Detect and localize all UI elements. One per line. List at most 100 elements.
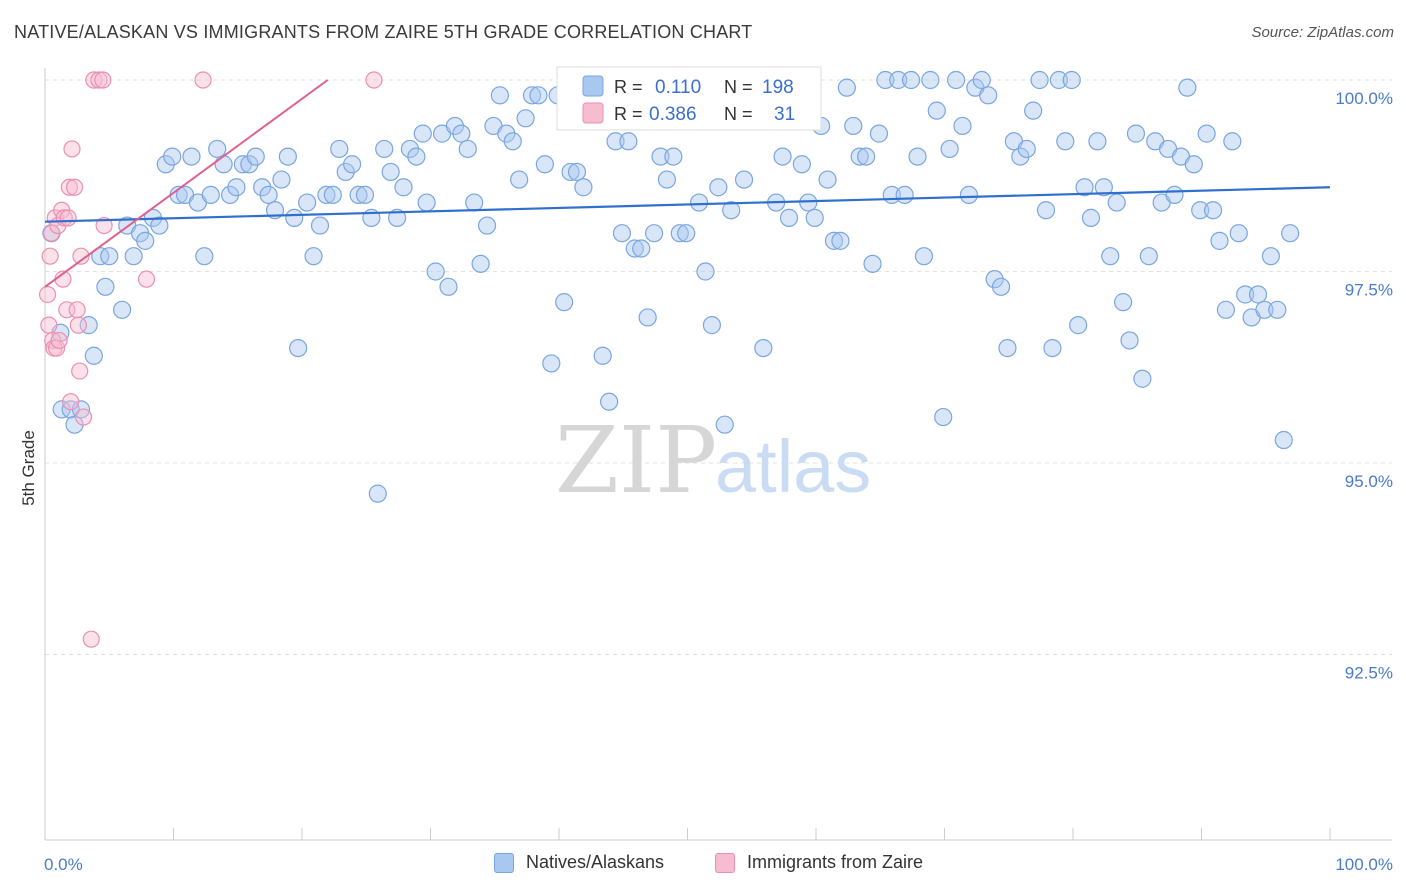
data-point-natives <box>625 239 644 258</box>
data-point-zaire <box>60 178 79 196</box>
data-point-natives <box>754 339 773 358</box>
data-point-natives <box>998 339 1017 358</box>
data-point-natives <box>779 208 799 227</box>
data-point-natives <box>696 262 715 281</box>
r-value-1: 0.110 <box>655 77 701 98</box>
data-point-natives <box>895 185 914 204</box>
data-point-natives <box>227 178 246 197</box>
data-point-natives <box>246 147 265 166</box>
data-point-natives <box>619 132 638 151</box>
data-point-natives <box>953 116 972 136</box>
data-point-natives <box>1075 178 1094 197</box>
data-point-natives <box>850 147 869 166</box>
data-point-natives <box>529 86 548 105</box>
legend-label-zaire: Immigrants from Zaire <box>747 852 924 872</box>
data-point-natives <box>150 216 169 235</box>
trend-line-natives <box>44 186 1331 223</box>
data-point-zaire <box>365 71 383 89</box>
data-point-zaire <box>62 393 80 411</box>
data-point-natives <box>387 208 407 227</box>
data-point-natives <box>934 407 953 427</box>
data-point-natives <box>1191 201 1210 220</box>
data-point-natives <box>1024 101 1043 120</box>
data-point-natives <box>805 208 824 227</box>
r-value-2: 0.386 <box>649 104 697 125</box>
data-point-natives <box>310 216 330 235</box>
data-point-natives <box>1216 300 1236 319</box>
data-point-natives <box>381 162 400 182</box>
data-point-zaire <box>194 71 212 89</box>
data-point-natives <box>259 185 278 204</box>
data-point-natives <box>1165 185 1184 204</box>
data-point-natives <box>343 155 362 174</box>
data-point-natives <box>214 155 233 174</box>
data-point-natives <box>600 392 619 411</box>
data-point-natives <box>510 170 529 189</box>
data-point-natives <box>471 254 490 273</box>
data-point-natives <box>182 147 201 166</box>
data-point-natives <box>824 231 844 250</box>
axes <box>44 68 1392 841</box>
watermark: ZIP atlas <box>555 407 871 514</box>
data-point-natives <box>490 86 509 105</box>
data-point-natives <box>1094 178 1113 197</box>
data-point-natives <box>606 132 625 151</box>
data-point-natives <box>289 339 308 358</box>
data-point-natives <box>715 415 734 434</box>
data-point-zaire <box>85 71 103 89</box>
data-point-natives <box>1178 78 1197 97</box>
data-point-zaire <box>90 71 108 89</box>
legend-swatch-natives <box>494 852 514 873</box>
data-point-natives <box>921 70 940 90</box>
data-point-natives <box>503 132 522 151</box>
stats-legend: R = 0.110 N = 198 R = 0.386 N = 31 <box>556 66 822 131</box>
n-value-2: 31 <box>774 104 795 125</box>
data-point-zaire <box>40 316 58 334</box>
data-point-natives <box>1126 124 1146 143</box>
data-point-natives <box>991 277 1011 296</box>
data-point-zaire <box>82 630 100 648</box>
y-tick-label: 97.5% <box>1345 281 1393 300</box>
data-point-natives <box>79 316 98 335</box>
data-point-natives <box>946 70 966 90</box>
r-label-2: R = <box>614 104 643 124</box>
data-point-natives <box>323 185 342 204</box>
data-point-natives <box>1184 155 1203 174</box>
data-point-natives <box>1268 300 1287 319</box>
data-point-natives <box>612 224 632 243</box>
y-axis-label: 5th Grade <box>19 430 38 506</box>
data-point-natives <box>522 86 542 105</box>
data-point-natives <box>1043 339 1062 358</box>
data-point-zaire <box>94 71 112 89</box>
chart-title: NATIVE/ALASKAN VS IMMIGRANTS FROM ZAIRE … <box>14 22 753 42</box>
legend-swatch-zaire <box>715 852 735 873</box>
data-point-zaire <box>41 247 59 265</box>
data-point-natives <box>722 201 741 220</box>
data-point-natives <box>1281 224 1300 243</box>
data-point-natives <box>278 147 297 166</box>
legend-label-natives: Natives/Alaskans <box>526 852 665 872</box>
data-point-natives <box>837 78 856 97</box>
data-point-natives <box>1049 70 1068 90</box>
data-point-natives <box>914 247 934 266</box>
data-point-natives <box>516 109 535 128</box>
data-point-natives <box>734 170 754 189</box>
x-tick-labels: 0.0% 100.0% <box>44 855 1393 874</box>
data-point-natives <box>1017 139 1036 159</box>
data-point-natives <box>889 70 908 90</box>
data-point-natives <box>201 185 220 204</box>
data-point-natives <box>355 185 375 204</box>
legend-item-zaire: Immigrants from Zaire <box>715 852 923 873</box>
data-point-natives <box>195 247 214 266</box>
data-point-natives <box>959 185 979 204</box>
data-point-natives <box>632 239 651 258</box>
data-point-natives <box>857 147 876 166</box>
data-point-zaire <box>69 316 88 334</box>
data-point-natives <box>1062 70 1081 90</box>
data-point-natives <box>1030 70 1049 90</box>
data-point-natives <box>1036 201 1056 220</box>
data-point-natives <box>638 308 657 327</box>
data-point-natives <box>136 231 155 250</box>
data-point-zaire <box>63 140 81 158</box>
data-point-natives <box>1197 124 1216 143</box>
